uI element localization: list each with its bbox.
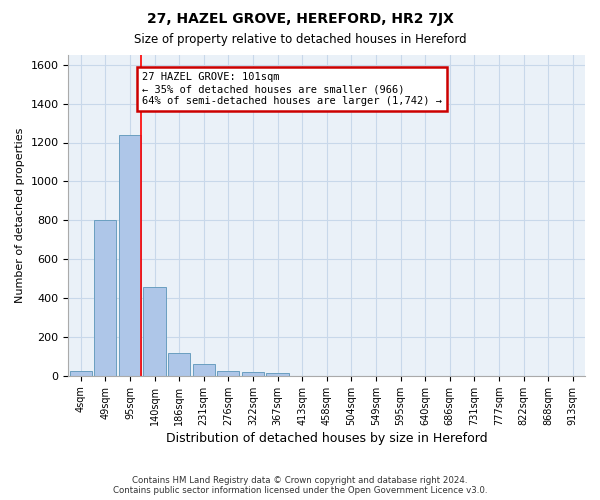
Bar bbox=[119, 134, 141, 376]
Y-axis label: Number of detached properties: Number of detached properties bbox=[15, 128, 25, 303]
Text: 27 HAZEL GROVE: 101sqm
← 35% of detached houses are smaller (966)
64% of semi-de: 27 HAZEL GROVE: 101sqm ← 35% of detached… bbox=[142, 72, 442, 106]
Bar bbox=[193, 364, 215, 376]
Text: 27, HAZEL GROVE, HEREFORD, HR2 7JX: 27, HAZEL GROVE, HEREFORD, HR2 7JX bbox=[146, 12, 454, 26]
Text: Contains HM Land Registry data © Crown copyright and database right 2024.
Contai: Contains HM Land Registry data © Crown c… bbox=[113, 476, 487, 495]
X-axis label: Distribution of detached houses by size in Hereford: Distribution of detached houses by size … bbox=[166, 432, 488, 445]
Bar bbox=[168, 352, 190, 376]
Bar bbox=[242, 372, 264, 376]
Bar bbox=[266, 373, 289, 376]
Bar bbox=[94, 220, 116, 376]
Text: Size of property relative to detached houses in Hereford: Size of property relative to detached ho… bbox=[134, 32, 466, 46]
Bar bbox=[217, 371, 239, 376]
Bar bbox=[70, 371, 92, 376]
Bar bbox=[143, 288, 166, 376]
